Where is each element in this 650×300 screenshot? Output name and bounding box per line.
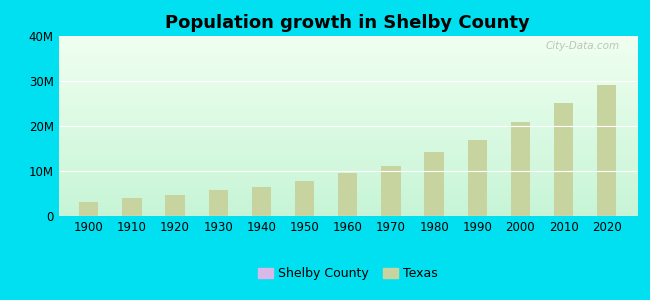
Bar <box>252 187 271 216</box>
Bar <box>467 140 487 216</box>
Bar <box>295 181 315 216</box>
Bar <box>79 202 98 216</box>
Bar <box>165 195 185 216</box>
Text: City-Data.com: City-Data.com <box>545 41 619 51</box>
Title: Population growth in Shelby County: Population growth in Shelby County <box>165 14 530 32</box>
Bar <box>209 190 228 216</box>
Bar <box>381 166 400 216</box>
Bar <box>338 173 358 216</box>
Bar <box>554 103 573 216</box>
Bar <box>122 199 142 216</box>
Legend: Shelby County, Texas: Shelby County, Texas <box>252 262 443 285</box>
Bar <box>597 85 616 216</box>
Bar <box>424 152 444 216</box>
Bar <box>511 122 530 216</box>
